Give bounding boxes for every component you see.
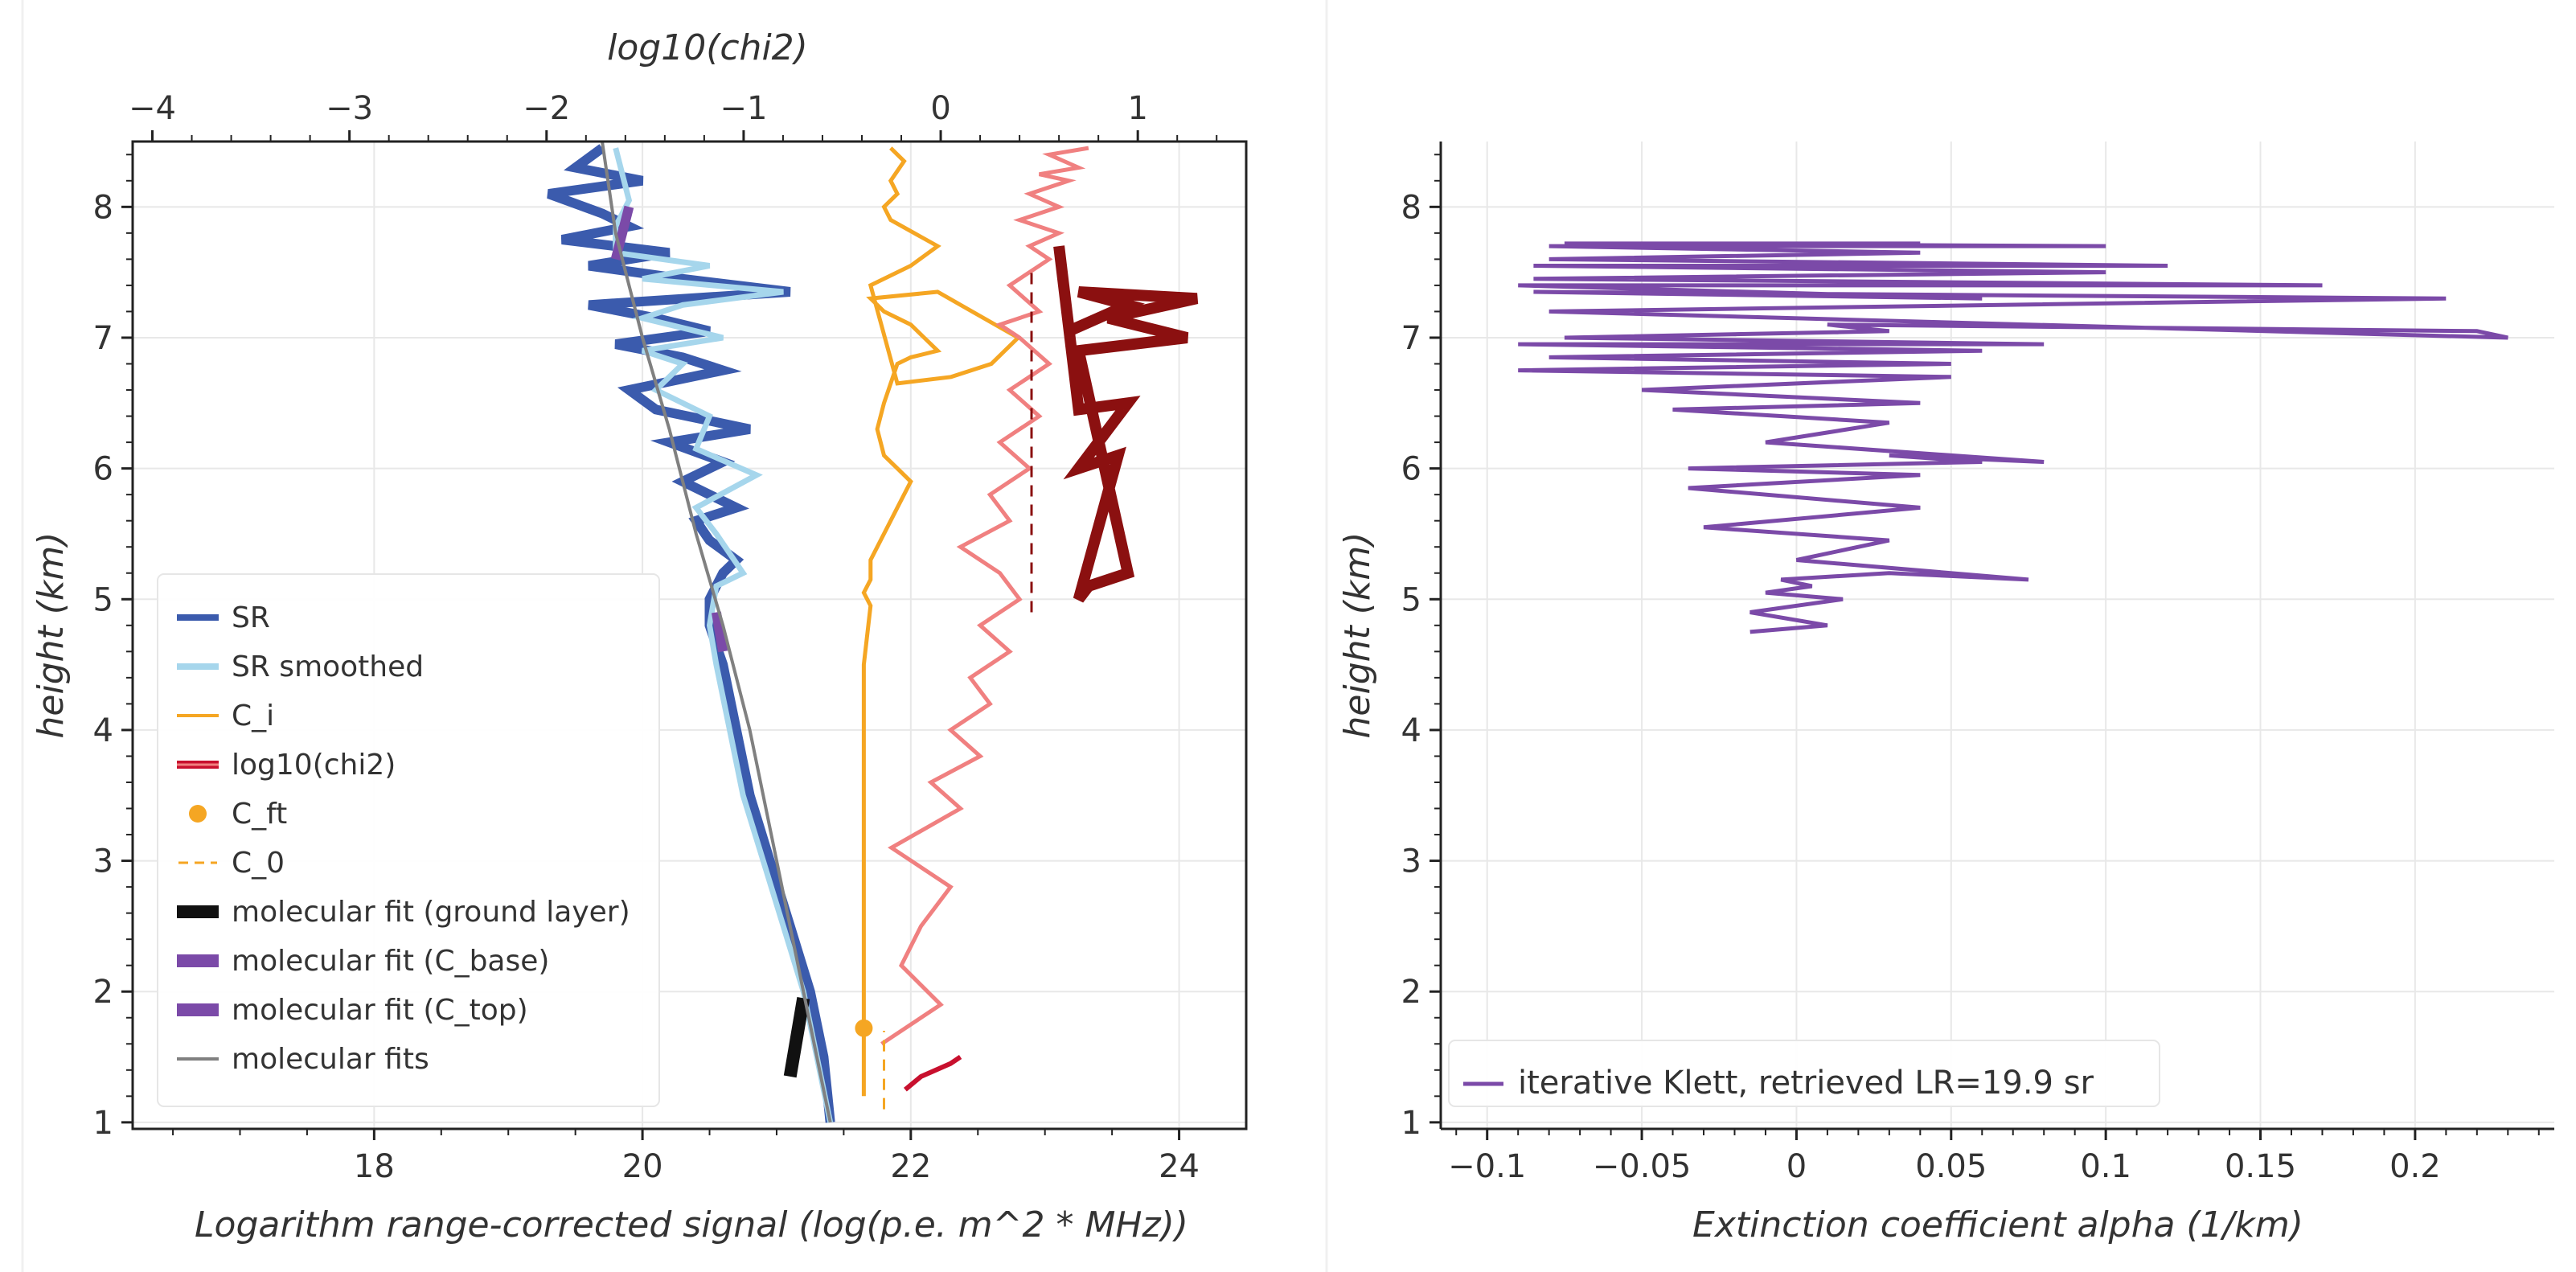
left-top-tick-label: 1: [1127, 90, 1147, 127]
right-legend: iterative Klett, retrieved LR=19.9 sr: [1448, 1040, 2160, 1107]
series-log10-chi2: [903, 1055, 962, 1092]
right-series: [1518, 241, 2508, 634]
legend-label-molecular-fit-c-top: molecular fit (C_top): [232, 994, 528, 1027]
left-y-axis: 1 2 3 4 5 6 7 8: [93, 154, 133, 1142]
right-y-axis-title: height (km): [1337, 532, 1378, 739]
series-sr: [547, 144, 835, 1123]
right-x-tick-label-0-05: −0.05: [1593, 1148, 1692, 1185]
series-iterative-klett-retrieved-lr-19-9-sr: [1518, 241, 2508, 634]
right-legend-box: [1448, 1040, 2160, 1107]
right-y-tick-label-6: 6: [1401, 451, 1421, 488]
left-y-tick-label-6: 6: [93, 451, 113, 488]
right-x-axis: −0.1 −0.05 0 0.05 0.1 0.15 0.2: [1448, 1129, 2540, 1185]
right-y-tick-label-3: 3: [1401, 843, 1421, 880]
left-y-tick-label-1: 1: [93, 1105, 113, 1142]
legend-label-molecular-fits: molecular fits: [232, 1043, 429, 1076]
legend-marker-molecular-fit-ground-layer: [177, 905, 219, 918]
series-molecular-fit-ground-layer: [783, 997, 810, 1078]
left-x-axis-title: Logarithm range-corrected signal (log(p.…: [195, 1204, 1188, 1245]
left-y-axis-title: height (km): [31, 532, 72, 739]
right-y-axis: 1 2 3 4 5 6 7 8: [1401, 154, 1441, 1142]
right-x-tick-label-0-2: 0.2: [2389, 1148, 2441, 1185]
right-x-tick-label-0-1: −0.1: [1448, 1148, 1526, 1185]
left-top-axis: −4 −3 −2 −1 0 1: [129, 90, 1218, 142]
left-top-tick-label: −3: [326, 90, 373, 127]
series-sr-smoothed: [613, 147, 834, 1123]
right-y-tick-label-4: 4: [1401, 712, 1421, 749]
right-chart: −0.1 −0.05 0 0.05 0.1 0.15 0.2 1 2 3 4 5 6 7 8 Extinc…: [1337, 142, 2554, 1245]
legend-label-sr-smoothed: SR smoothed: [232, 650, 424, 683]
legend-marker-molecular-fit-c-base: [177, 954, 219, 967]
right-y-tick-label-1: 1: [1401, 1105, 1421, 1142]
left-x-tick-label-22: 22: [890, 1148, 931, 1185]
right-y-tick-label-5: 5: [1401, 581, 1421, 618]
left-y-tick-label-2: 2: [93, 974, 113, 1011]
legend-marker-molecular-fit-c-top: [177, 1003, 219, 1016]
legend-label-c-i: C_i: [232, 700, 274, 732]
right-x-tick-label-0-15: 0.15: [2225, 1148, 2296, 1185]
right-x-tick-label-0-05: 0.05: [1915, 1148, 1987, 1185]
left-legend-markers: [177, 614, 219, 1061]
series-c-i: [861, 146, 1022, 1097]
left-top-tick-label: 0: [930, 90, 950, 127]
series-molecular-fit-c-top: [610, 205, 634, 261]
left-top-tick-label: −4: [129, 90, 176, 127]
point-c-ft: [855, 1019, 873, 1037]
legend-label-log10-chi2: log10(chi2): [232, 749, 396, 782]
left-x-tick-label-24: 24: [1159, 1148, 1200, 1185]
right-y-tick-label-8: 8: [1401, 189, 1421, 226]
left-top-axis-title: log10(chi2): [607, 27, 808, 68]
right-legend-label: iterative Klett, retrieved LR=19.9 sr: [1518, 1065, 2094, 1102]
legend-marker-c-ft: [189, 805, 207, 823]
left-y-tick-label-5: 5: [93, 581, 113, 618]
left-y-tick-label-8: 8: [93, 189, 113, 226]
left-series: [547, 141, 1199, 1123]
right-x-tick-label-0-1: 0.1: [2080, 1148, 2131, 1185]
series-molecular-fit-c-base: [711, 611, 728, 653]
left-y-tick-label-4: 4: [93, 712, 113, 749]
legend-label-c-0: C_0: [232, 847, 285, 880]
legend-label-molecular-fit-c-base: molecular fit (C_base): [232, 945, 549, 978]
right-y-tick-label-7: 7: [1401, 320, 1421, 357]
left-top-tick-label: −1: [720, 90, 767, 127]
right-grid: [1441, 142, 2554, 1129]
left-x-tick-label-18: 18: [354, 1148, 395, 1185]
left-plot-frame: [131, 140, 1248, 1130]
right-y-tick-label-2: 2: [1401, 974, 1421, 1011]
series-chi2-trace: [880, 146, 1089, 1046]
right-x-tick-label-0: 0: [1786, 1148, 1807, 1185]
legend-label-molecular-fit-ground: molecular fit (ground layer): [232, 896, 630, 929]
left-y-tick-label-3: 3: [93, 843, 113, 880]
right-x-axis-title: Extinction coefficient alpha (1/km): [1692, 1204, 2303, 1245]
series-chi2-above-threshold: [1053, 245, 1199, 603]
left-chart: 18 20 22 24 −4 −3 −2 −1 0 1 1 2 3 4 5 6 7 8 log10(chi2)…: [31, 27, 1248, 1245]
left-y-tick-label-7: 7: [93, 320, 113, 357]
legend-label-sr: SR: [232, 601, 270, 634]
legend-label-c-ft: C_ft: [232, 798, 287, 831]
left-x-tick-label-20: 20: [622, 1148, 663, 1185]
left-top-tick-label: −2: [523, 90, 570, 127]
series-molecular-fits: [601, 141, 832, 1123]
left-legend: SR SR smoothed C_i log10(chi2) C_ft C_0 …: [157, 573, 660, 1107]
left-x-axis: 18 20 22 24: [172, 1129, 1200, 1185]
left-legend-box: [157, 573, 660, 1107]
